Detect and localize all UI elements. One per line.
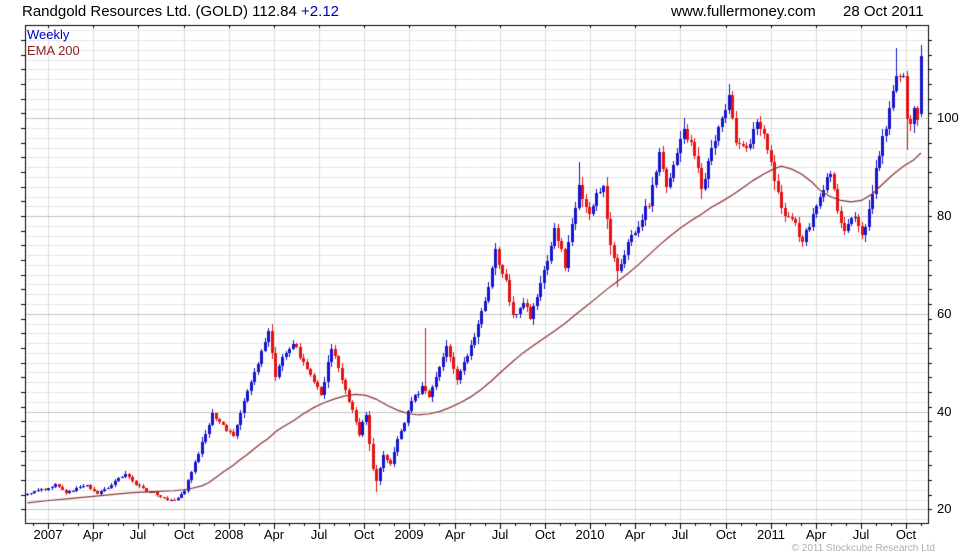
x-axis-label: 2010	[575, 527, 605, 542]
chart-title: Randgold Resources Ltd. (GOLD) 112.84 +2…	[22, 3, 339, 20]
x-axis-label: Apr	[82, 527, 104, 542]
x-axis-label: Jul	[310, 527, 328, 542]
legend-ema-label: EMA 200	[27, 43, 80, 58]
x-axis-label: Jul	[852, 527, 870, 542]
x-axis-label: Apr	[444, 527, 466, 542]
x-axis-label: Jul	[129, 527, 147, 542]
y-axis-label: 20	[937, 501, 952, 516]
y-axis-label: 100	[937, 110, 959, 125]
x-axis-label: Jul	[491, 527, 509, 542]
price-change-text: +2.12	[301, 3, 340, 20]
y-axis-label: 80	[937, 208, 952, 223]
x-axis-label: Apr	[805, 527, 827, 542]
x-axis-label: 2007	[33, 527, 63, 542]
legend-weekly-label: Weekly	[27, 27, 70, 42]
x-axis-label: Jul	[671, 527, 689, 542]
date-text: 28 Oct 2011	[843, 3, 924, 20]
x-axis-label: 2009	[394, 527, 424, 542]
x-axis-label: Apr	[624, 527, 646, 542]
x-axis-label: Oct	[534, 527, 556, 542]
x-axis-label: Oct	[353, 527, 375, 542]
copyright-text: © 2011 Stockcube Research Ltd	[791, 543, 935, 554]
x-axis-label: Apr	[263, 527, 285, 542]
chart-title-text: Randgold Resources Ltd. (GOLD) 112.84	[22, 3, 297, 20]
x-axis-label: Oct	[715, 527, 737, 542]
x-axis-label: 2008	[214, 527, 244, 542]
y-axis-label: 60	[937, 306, 952, 321]
x-axis-label: Oct	[895, 527, 917, 542]
x-axis-label: 2011	[757, 527, 785, 542]
x-axis-label: Oct	[173, 527, 195, 542]
y-axis-label: 40	[937, 404, 952, 419]
website-text: www.fullermoney.com	[671, 3, 816, 20]
